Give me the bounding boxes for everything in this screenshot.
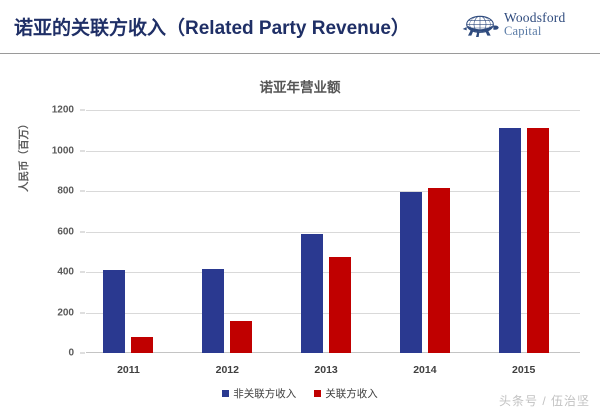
chart-legend: 非关联方收入 关联方收入 <box>0 386 600 401</box>
turtle-globe-logo-icon <box>460 13 500 41</box>
bar-关联方收入-2014 <box>427 187 450 353</box>
gridline <box>86 110 580 111</box>
y-axis-tick <box>80 312 85 313</box>
y-axis-tick-label: 1000 <box>51 145 74 156</box>
y-axis-tick <box>80 231 85 232</box>
y-axis-tick-label: 1200 <box>51 104 74 116</box>
y-axis-tick <box>80 109 85 111</box>
y-axis-tick-label: 200 <box>57 307 74 318</box>
legend-swatch-icon <box>314 390 322 397</box>
y-axis-tick-label: 0 <box>68 347 74 359</box>
bar-非关联方收入-2012 <box>202 268 225 353</box>
legend-label: 非关联方收入 <box>233 388 297 400</box>
x-axis-tick-label: 2015 <box>511 364 536 376</box>
brand-name-secondary: Capital <box>504 24 542 39</box>
page-title: 诺亚的关联方收入（Related Party Revenue） <box>14 18 410 39</box>
y-axis-tick <box>80 271 85 273</box>
chart-title: 诺亚年营业额 <box>259 80 341 95</box>
watermark: 头条号 / 伍治坚 <box>498 394 590 408</box>
y-axis-tick <box>80 352 85 354</box>
brand-name-primary: Woodsford <box>504 10 566 25</box>
y-axis-tick-label: 600 <box>57 226 74 237</box>
y-axis-title: 人民币（百万） <box>18 118 30 193</box>
slide-header: 诺亚的关联方收入（Related Party Revenue） <box>0 0 600 54</box>
legend-label: 关联方收入 <box>325 388 378 400</box>
bar-关联方收入-2013 <box>329 257 352 353</box>
bar-非关联方收入-2014 <box>399 192 422 353</box>
y-axis-tick-label: 800 <box>57 185 74 197</box>
y-axis-tick <box>80 190 85 192</box>
brand-logo: Woodsford Capital <box>460 8 586 46</box>
bar-非关联方收入-2013 <box>301 233 324 353</box>
gridline <box>86 150 580 152</box>
x-axis-tick-label: 2014 <box>413 364 437 376</box>
gridline <box>86 231 580 233</box>
legend-swatch-icon <box>222 390 230 397</box>
x-axis-tick-label: 2012 <box>215 364 239 376</box>
bar-非关联方收入-2015 <box>498 128 521 353</box>
x-axis-tick-label: 2011 <box>117 364 140 376</box>
bar-关联方收入-2011 <box>131 337 154 353</box>
brand-logo-text: Woodsford Capital <box>504 10 566 39</box>
legend-item-非关联方收入[interactable]: 非关联方收入 <box>222 386 296 401</box>
plot-area: 0 200 400 600 800 1000 1200 2011 2012 2013 2014 201… <box>52 105 580 376</box>
bar-非关联方收入-2011 <box>103 269 126 353</box>
chart-panel: 诺亚年营业额 人民币（百万） 0 200 400 600 800 1000 1200 2011… <box>0 54 600 413</box>
bar-关联方收入-2012 <box>230 320 253 353</box>
x-axis-tick-label: 2013 <box>314 364 338 376</box>
gridline <box>86 191 580 192</box>
legend-item-关联方收入[interactable]: 关联方收入 <box>314 386 378 401</box>
bar-关联方收入-2015 <box>526 127 549 353</box>
y-axis-tick <box>80 150 85 151</box>
y-axis-tick-label: 400 <box>57 266 74 278</box>
